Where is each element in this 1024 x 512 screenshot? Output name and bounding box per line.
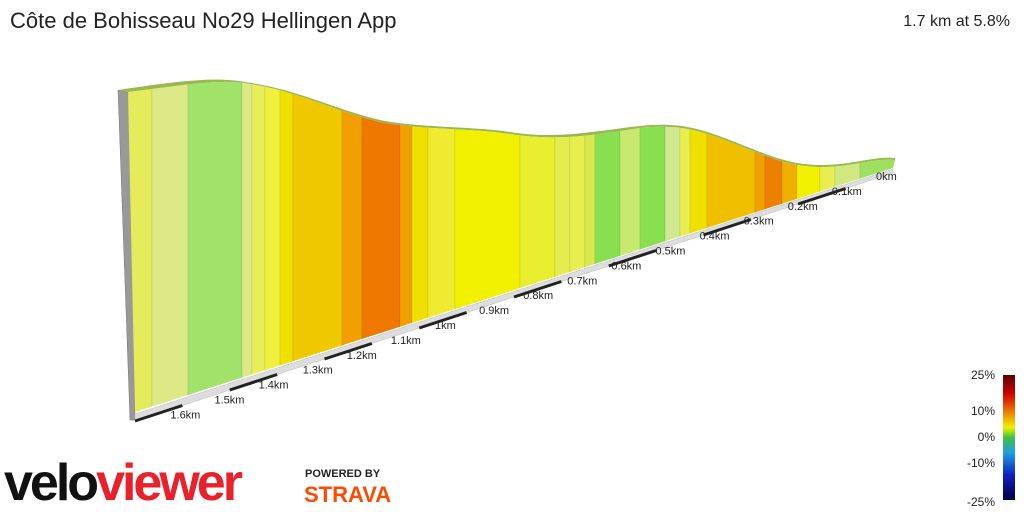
profile-strip [187, 81, 243, 412]
scale-segment [324, 342, 373, 361]
distance-label: 0.6km [611, 260, 641, 272]
legend-label: 0% [978, 430, 996, 444]
scale-segment [608, 249, 657, 268]
distance-label: 1km [435, 320, 456, 332]
profile-strip [619, 81, 641, 412]
profile-strip [411, 81, 429, 412]
logo-velo: velo [4, 454, 97, 512]
scale-segment [229, 373, 278, 392]
profile-front [128, 81, 895, 412]
scale-segment [797, 187, 847, 206]
profile-strip [519, 81, 556, 412]
title: Côte de Bohisseau No29 Hellingen App [10, 8, 397, 33]
scale-segment [513, 280, 562, 299]
profile-strip [819, 81, 836, 412]
distance-label: 0.1km [832, 186, 862, 198]
profile-strip [554, 81, 571, 412]
legend-label: 25% [971, 368, 995, 382]
legend-label: 10% [971, 404, 995, 418]
distance-label: 1.5km [215, 395, 245, 407]
distance-label: 0.3km [744, 216, 774, 228]
distance-label: 0.5km [656, 246, 686, 258]
logo: veloviewer [4, 454, 243, 512]
distance-label: 0.9km [479, 305, 509, 317]
distance-label: 0.2km [788, 201, 818, 213]
profile-strip [584, 81, 596, 412]
distance-label: 0.8km [523, 290, 553, 302]
distance-scale: 0km 0.1km 0.2km 0.3km 0.4km 0.5km 0.6km 0.7km 0.… [134, 168, 897, 423]
profile-strip [859, 81, 895, 412]
distance-label: 1.6km [170, 409, 200, 421]
profile-strip [764, 81, 783, 412]
distance-label: 0.7km [567, 275, 597, 287]
profile-strip [594, 81, 621, 412]
distance-label: 1.3km [303, 365, 333, 377]
profile-strip [279, 81, 294, 412]
profile-strip [834, 81, 861, 412]
strava: STRAVA [304, 482, 391, 507]
profile-strip [454, 81, 521, 412]
legend-label: -25% [967, 495, 995, 509]
scale-segment [418, 311, 468, 330]
profile-strip [361, 81, 401, 412]
scale-segment [134, 404, 183, 423]
logo-viewer: viewer [96, 454, 243, 512]
profile-strip [796, 81, 821, 412]
distance-label: 0.4km [700, 231, 730, 243]
distance-label: 0km [876, 171, 897, 183]
profile-strip [754, 81, 766, 412]
profile-strip [689, 81, 708, 412]
profile-strip [781, 81, 798, 412]
profile-strip [399, 81, 413, 412]
gradient-bar [1003, 375, 1015, 500]
profile-strip [569, 81, 586, 412]
profile-strip [427, 81, 456, 412]
powered-by: POWERED BY [305, 468, 381, 480]
distance-label: 1.4km [259, 380, 289, 392]
distance-label: 1.2km [347, 350, 377, 362]
profile-strip [241, 81, 253, 412]
profile-strip [151, 81, 189, 412]
gradient-legend: 25% 10% 0% -10% -25% [967, 368, 995, 509]
legend-label: -10% [967, 456, 995, 470]
summary: 1.7 km at 5.8% [903, 13, 1010, 30]
distance-label: 1.1km [391, 335, 421, 347]
profile-strip [706, 81, 756, 412]
scale-segment [703, 218, 752, 237]
